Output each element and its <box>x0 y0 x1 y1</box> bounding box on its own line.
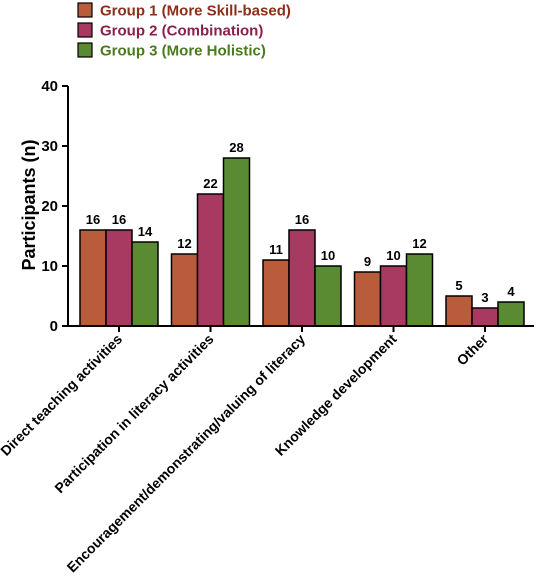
bar <box>353 271 382 327</box>
data-label: 11 <box>269 242 283 257</box>
bar <box>497 301 525 327</box>
bar <box>262 259 290 327</box>
x-axis: Direct teaching activitiesParticipation … <box>0 325 534 575</box>
bar <box>196 193 225 327</box>
data-label: 22 <box>203 176 217 191</box>
y-tick-label: 20 <box>41 198 58 215</box>
x-category-label: Participation in literacy activities <box>51 331 217 497</box>
y-tick-label: 0 <box>50 318 58 335</box>
data-label: 3 <box>481 290 488 305</box>
bar <box>379 265 408 327</box>
data-label: 10 <box>386 248 400 263</box>
legend-label: Group 1 (More Skill-based) <box>100 3 291 20</box>
data-label: 9 <box>364 254 371 269</box>
data-label: 16 <box>112 212 126 227</box>
legend-label: Group 2 (Combination) <box>100 23 263 40</box>
bar <box>445 295 473 327</box>
data-label: 12 <box>412 236 426 251</box>
legend-swatch <box>77 2 93 18</box>
bars <box>79 157 525 327</box>
data-label: 5 <box>455 278 462 293</box>
data-label: 16 <box>86 212 100 227</box>
x-category-label: Other <box>453 330 491 368</box>
bar <box>79 229 107 327</box>
y-axis: 0 10 20 30 40 <box>41 78 69 335</box>
bar <box>288 229 316 327</box>
bar <box>471 307 499 327</box>
legend-label: Group 3 (More Holistic) <box>100 43 266 60</box>
data-labels: 16 16 14 12 22 28 11 16 10 9 10 12 5 3 4 <box>86 140 516 305</box>
legend: Group 1 (More Skill-based) Group 2 (Combi… <box>77 2 291 60</box>
data-label: 4 <box>507 284 515 299</box>
bar <box>314 265 342 327</box>
y-tick-label: 10 <box>41 258 58 275</box>
bar <box>170 253 199 327</box>
bar <box>222 157 251 327</box>
y-tick-label: 30 <box>41 138 58 155</box>
data-label: 28 <box>229 140 243 155</box>
data-label: 10 <box>321 248 335 263</box>
legend-swatch <box>77 42 93 58</box>
bar <box>405 253 434 327</box>
bar <box>105 229 133 327</box>
data-label: 14 <box>138 224 153 239</box>
y-tick-label: 40 <box>41 78 58 95</box>
data-label: 16 <box>295 212 309 227</box>
data-label: 12 <box>177 236 191 251</box>
y-axis-title: Participants (n) <box>19 139 39 270</box>
legend-swatch <box>77 22 93 38</box>
bar <box>131 241 159 327</box>
